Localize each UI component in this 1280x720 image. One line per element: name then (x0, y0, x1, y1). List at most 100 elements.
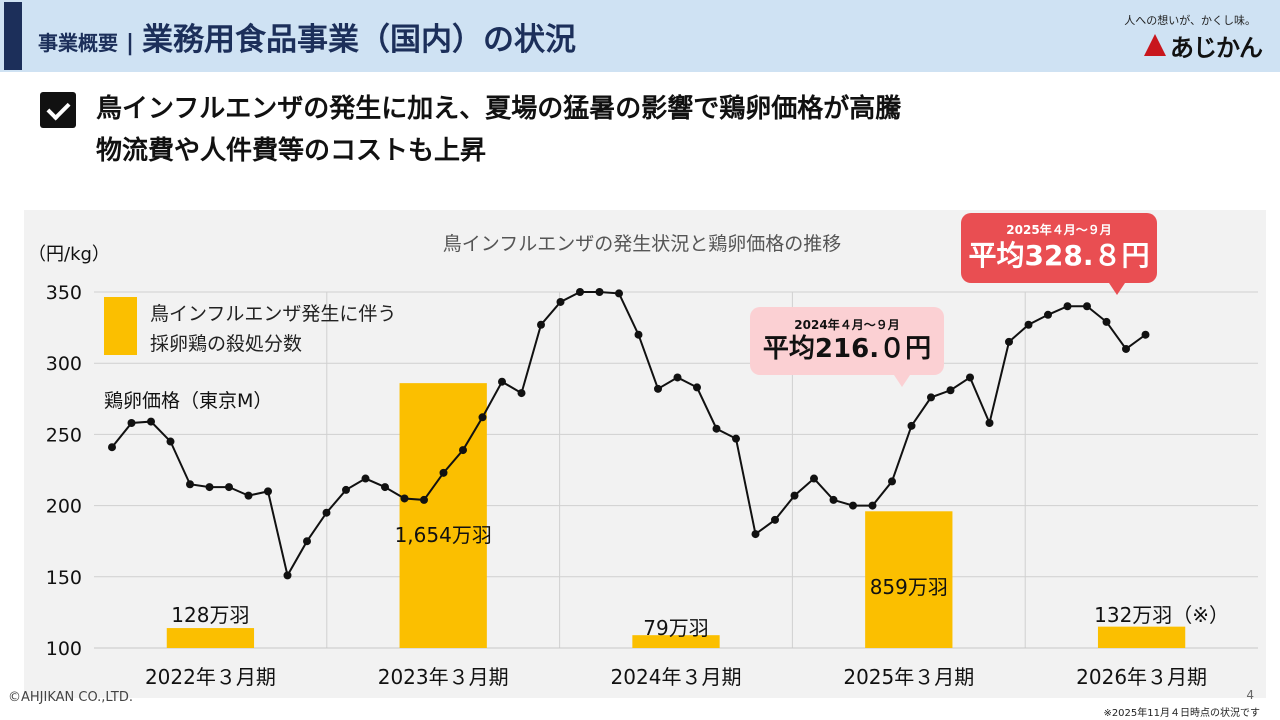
bar-label-5: 132万羽（※） (1094, 603, 1229, 627)
headline-line-1: 鳥インフルエンザの発生に加え、夏場の猛暑の影響で鶏卵価格が高騰 (96, 94, 902, 124)
price-point-20 (478, 413, 487, 422)
price-point-44 (946, 386, 955, 395)
price-point-47 (1005, 337, 1013, 346)
price-point-2 (127, 419, 136, 428)
egg-price-chart: 100 150 200 250 300 350 （円/kg） 鳥インフルエンザの発生状況と鶏卵… (28, 233, 1258, 689)
price-point-13 (342, 485, 350, 494)
price-point-26 (595, 288, 604, 296)
price-point-51 (1083, 302, 1091, 311)
legend-line-label: 鶏卵価格（東京M） (104, 390, 272, 412)
bar-label-2: 1,654万羽 (395, 523, 492, 547)
title-separator: | (126, 31, 135, 56)
price-point-12 (322, 508, 331, 517)
price-point-43 (927, 393, 935, 402)
bar-5 (1097, 626, 1186, 648)
price-point-35 (771, 515, 779, 524)
logo-triangle-icon (1144, 34, 1166, 56)
price-point-48 (1024, 320, 1033, 329)
price-point-42 (907, 421, 916, 430)
price-point-50 (1063, 302, 1072, 311)
price-point-30 (673, 373, 682, 382)
price-point-10 (283, 571, 292, 580)
price-point-14 (361, 474, 370, 483)
page-number: 4 (1246, 688, 1254, 702)
price-point-1 (108, 443, 116, 452)
price-point-33 (732, 434, 740, 443)
x-category-label-2: 2023年３月期 (378, 665, 509, 689)
header-band: 事業概要 | 業務用食品事業（国内）の状況 人への想いが、かくし味。 あじかん (0, 0, 1280, 72)
y-tick-label: 200 (46, 496, 82, 518)
x-category-label-1: 2022年３月期 (145, 665, 276, 689)
headline-line-2: 物流費や人件費等のコストも上昇 (96, 136, 487, 166)
price-point-6 (205, 483, 214, 492)
price-point-24 (556, 297, 565, 306)
price-point-54 (1141, 330, 1150, 339)
price-point-8 (244, 491, 253, 500)
price-point-23 (537, 320, 545, 329)
y-tick-label: 300 (46, 353, 82, 375)
price-point-29 (654, 384, 662, 393)
price-point-32 (712, 424, 721, 433)
price-point-25 (576, 288, 584, 296)
chart-title: 鳥インフルエンザの発生状況と鶏卵価格の推移 (443, 233, 841, 255)
callout-2025-period: 2025年４月～９月 (1006, 223, 1112, 237)
y-tick-label: 250 (46, 424, 82, 446)
price-point-15 (381, 483, 389, 492)
callout-2025-value: 平均328.８円 (968, 239, 1150, 272)
price-point-53 (1122, 344, 1130, 353)
price-point-27 (615, 289, 623, 298)
price-point-34 (751, 530, 760, 539)
chart-panel: 100 150 200 250 300 350 （円/kg） 鳥インフルエンザの発生状況と鶏卵… (24, 210, 1266, 698)
price-point-31 (693, 383, 701, 392)
price-point-45 (966, 373, 974, 382)
price-point-36 (790, 491, 799, 500)
x-category-label-5: 2026年３月期 (1076, 665, 1207, 689)
section-label: 事業概要 (38, 31, 118, 55)
y-tick-label: 100 (46, 638, 82, 660)
page-title: 事業概要 | 業務用食品事業（国内）の状況 (38, 14, 576, 58)
bar-label-4: 859万羽 (870, 575, 948, 599)
callout-average-2025: 2025年４月～９月 平均328.８円 (961, 213, 1157, 295)
price-line (111, 291, 1147, 579)
price-point-38 (829, 495, 838, 504)
price-point-4 (166, 437, 175, 446)
bar-label-3: 79万羽 (643, 616, 708, 640)
y-axis-label: （円/kg） (28, 244, 110, 265)
price-point-28 (634, 330, 643, 339)
price-point-17 (420, 495, 428, 504)
company-logo: あじかん (1144, 30, 1263, 62)
title-text: 業務用食品事業（国内）の状況 (142, 22, 577, 58)
checkbox-icon (40, 92, 76, 128)
price-point-37 (810, 474, 818, 483)
price-point-7 (225, 483, 233, 492)
footnote: ※2025年11月４日時点の状況です (1103, 708, 1260, 719)
y-tick-label: 350 (46, 282, 82, 304)
price-point-49 (1044, 310, 1052, 319)
bar-4 (865, 511, 953, 648)
legend-bar-label-line-2: 採卵鶏の殺処分数 (150, 333, 302, 355)
bar-2 (399, 383, 487, 648)
price-point-16 (400, 494, 409, 503)
price-point-3 (147, 417, 155, 426)
price-point-39 (849, 501, 857, 510)
headline: 鳥インフルエンザの発生に加え、夏場の猛暑の影響で鶏卵価格が高騰 物流費や人件費等… (96, 88, 901, 172)
legend-bar-swatch (104, 297, 137, 355)
price-point-9 (264, 487, 272, 496)
company-tagline: 人への想いが、かくし味。 (1124, 14, 1256, 27)
bar-1 (166, 628, 255, 648)
copyright: ©AHJIKAN CO.,LTD. (8, 690, 133, 705)
price-point-19 (459, 446, 467, 455)
bar-label-1: 128万羽 (171, 603, 249, 627)
price-point-52 (1102, 317, 1111, 326)
price-point-5 (186, 480, 194, 489)
price-point-21 (498, 377, 506, 386)
x-category-label-4: 2025年３月期 (843, 665, 974, 689)
price-point-46 (985, 419, 994, 428)
x-category-label-3: 2024年３月期 (611, 665, 742, 689)
price-point-18 (439, 468, 448, 477)
price-point-40 (868, 501, 877, 510)
header-accent-bar (4, 2, 22, 70)
callout-2024-period: 2024年４月～９月 (794, 318, 900, 332)
callout-2024-value: 平均216.０円 (762, 334, 932, 364)
price-point-22 (517, 389, 526, 398)
